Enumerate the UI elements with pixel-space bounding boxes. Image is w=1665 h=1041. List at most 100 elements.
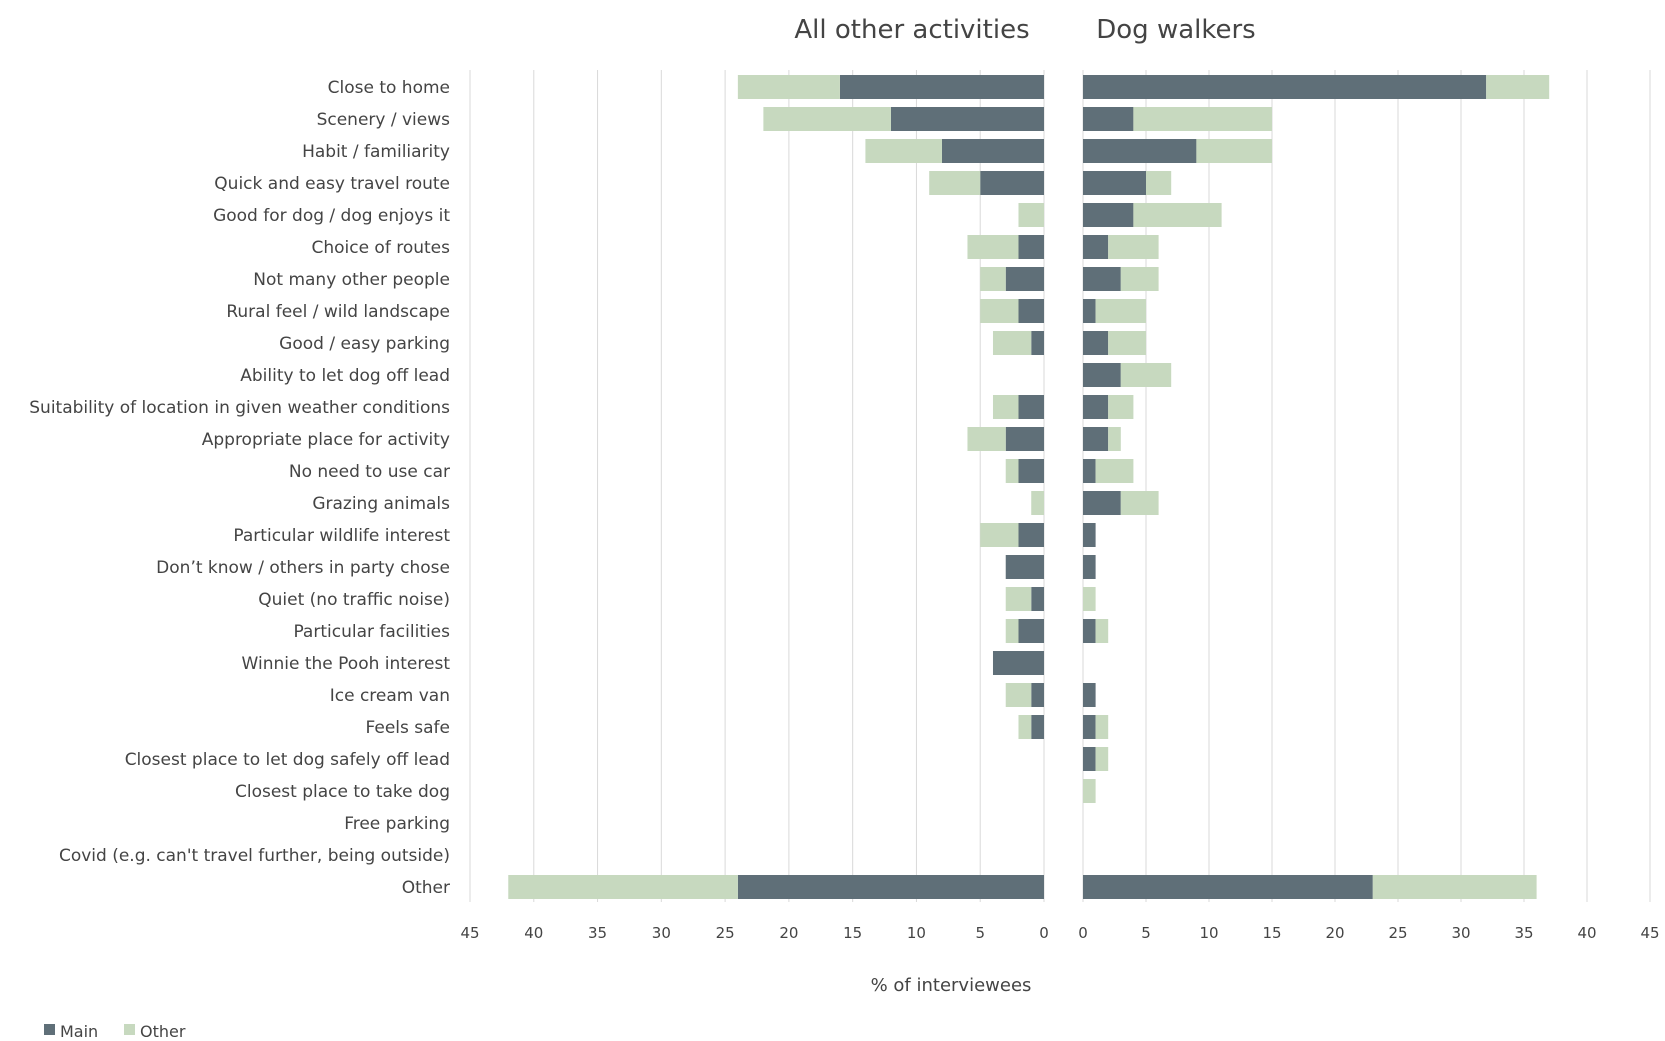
bars — [508, 75, 1550, 899]
bar-left-main — [980, 171, 1044, 195]
bar-left-other — [865, 139, 942, 163]
bar-left-other — [992, 395, 1019, 419]
bar-right-other — [1083, 779, 1096, 803]
bar-left-main — [1018, 235, 1044, 259]
category-label: Habit / familiarity — [302, 142, 450, 162]
bar-left-other — [1005, 459, 1019, 483]
category-label: Ability to let dog off lead — [240, 366, 450, 386]
bar-right-other — [1120, 491, 1159, 515]
category-label: Don’t know / others in party chose — [156, 558, 450, 578]
bar-left-other — [980, 267, 1006, 291]
bar-left-main — [1005, 555, 1044, 579]
bar-right-main — [1083, 171, 1146, 195]
bar-right-main — [1083, 427, 1109, 451]
bar-left-main — [1031, 587, 1044, 611]
bar-right-other — [1372, 875, 1537, 899]
bar-right-main — [1083, 331, 1109, 355]
x-axis-title: % of interviewees — [871, 975, 1032, 996]
bar-left-main — [1018, 299, 1044, 323]
bar-right-main — [1083, 459, 1096, 483]
category-label: Particular facilities — [293, 622, 450, 642]
bar-right-main — [1083, 235, 1109, 259]
category-label: Covid (e.g. can't travel further, being … — [59, 846, 450, 866]
bar-left-other — [737, 75, 840, 99]
tick-label-right-40: 40 — [1577, 924, 1596, 942]
bar-left-main — [1018, 459, 1044, 483]
category-label: Particular wildlife interest — [233, 526, 450, 546]
bar-right-other — [1146, 171, 1172, 195]
bar-right-other — [1095, 619, 1109, 643]
bar-left-main — [1031, 683, 1044, 707]
category-label: Other — [402, 878, 450, 898]
tick-label-right-45: 45 — [1640, 924, 1659, 942]
category-label: Suitability of location in given weather… — [29, 398, 450, 418]
tick-label-left-35: 35 — [588, 924, 607, 942]
tick-label-left-5: 5 — [975, 924, 985, 942]
bar-right-other — [1120, 363, 1172, 387]
bar-left-main — [941, 139, 1044, 163]
category-label: Choice of routes — [311, 238, 450, 258]
tick-label-left-40: 40 — [524, 924, 543, 942]
bar-left-other — [929, 171, 981, 195]
bar-left-main — [1018, 395, 1044, 419]
bar-left-other — [1005, 587, 1032, 611]
bar-left-other — [763, 107, 891, 131]
tick-label-right-15: 15 — [1262, 924, 1281, 942]
category-label: Closest place to take dog — [235, 782, 450, 802]
tick-label-left-10: 10 — [907, 924, 926, 942]
bar-left-main — [1018, 619, 1044, 643]
bar-left-other — [967, 427, 1006, 451]
legend: Main Other — [44, 1022, 186, 1041]
bar-left-other — [1005, 619, 1019, 643]
tick-label-left-30: 30 — [652, 924, 671, 942]
tick-label-right-20: 20 — [1325, 924, 1344, 942]
bar-right-main — [1083, 747, 1096, 771]
bar-right-other — [1095, 747, 1109, 771]
bar-right-main — [1083, 203, 1134, 227]
bar-right-main — [1083, 139, 1197, 163]
bar-right-main — [1083, 523, 1096, 547]
category-label: Ice cream van — [330, 686, 450, 706]
bar-right-other — [1095, 715, 1109, 739]
bar-right-main — [1083, 555, 1096, 579]
category-label: Scenery / views — [317, 110, 451, 130]
category-labels: Close to home Scenery / views Habit / fami… — [29, 78, 450, 898]
tick-label-right-5: 5 — [1141, 924, 1151, 942]
tick-label-left-25: 25 — [716, 924, 735, 942]
bar-right-other — [1108, 395, 1134, 419]
bar-right-other — [1196, 139, 1272, 163]
legend-swatch-other — [124, 1024, 135, 1035]
panel-title-right: Dog walkers — [1096, 15, 1255, 45]
category-label: Not many other people — [253, 270, 450, 290]
bar-right-main — [1083, 75, 1487, 99]
tick-label-left-45: 45 — [460, 924, 479, 942]
bar-right-main — [1083, 395, 1109, 419]
bar-right-main — [1083, 107, 1134, 131]
category-label: Appropriate place for activity — [202, 430, 450, 450]
tick-label-right-10: 10 — [1199, 924, 1218, 942]
bar-right-other — [1133, 203, 1222, 227]
tick-label-left-15: 15 — [843, 924, 862, 942]
tick-labels: 0 0 5 5 10 10 15 15 20 20 25 25 30 30 35 35 40 40 45 45 — [460, 924, 1659, 942]
bar-left-other — [508, 875, 738, 899]
bar-left-main — [1005, 427, 1044, 451]
bar-right-main — [1083, 715, 1096, 739]
bar-right-other — [1083, 587, 1096, 611]
category-label: Close to home — [328, 78, 450, 98]
category-label: Free parking — [344, 814, 450, 834]
bar-right-main — [1083, 363, 1121, 387]
tick-label-left-20: 20 — [779, 924, 798, 942]
bar-left-main — [1018, 523, 1044, 547]
bar-left-other — [967, 235, 1019, 259]
panel-title-left: All other activities — [794, 15, 1029, 45]
bar-right-main — [1083, 683, 1096, 707]
bar-left-main — [992, 651, 1044, 675]
legend-label-other: Other — [140, 1022, 186, 1041]
bar-right-other — [1095, 459, 1134, 483]
legend-label-main: Main — [60, 1022, 98, 1041]
category-label: Rural feel / wild landscape — [226, 302, 450, 322]
bar-right-other — [1120, 267, 1159, 291]
tick-label-right-25: 25 — [1388, 924, 1407, 942]
bar-right-main — [1083, 267, 1121, 291]
